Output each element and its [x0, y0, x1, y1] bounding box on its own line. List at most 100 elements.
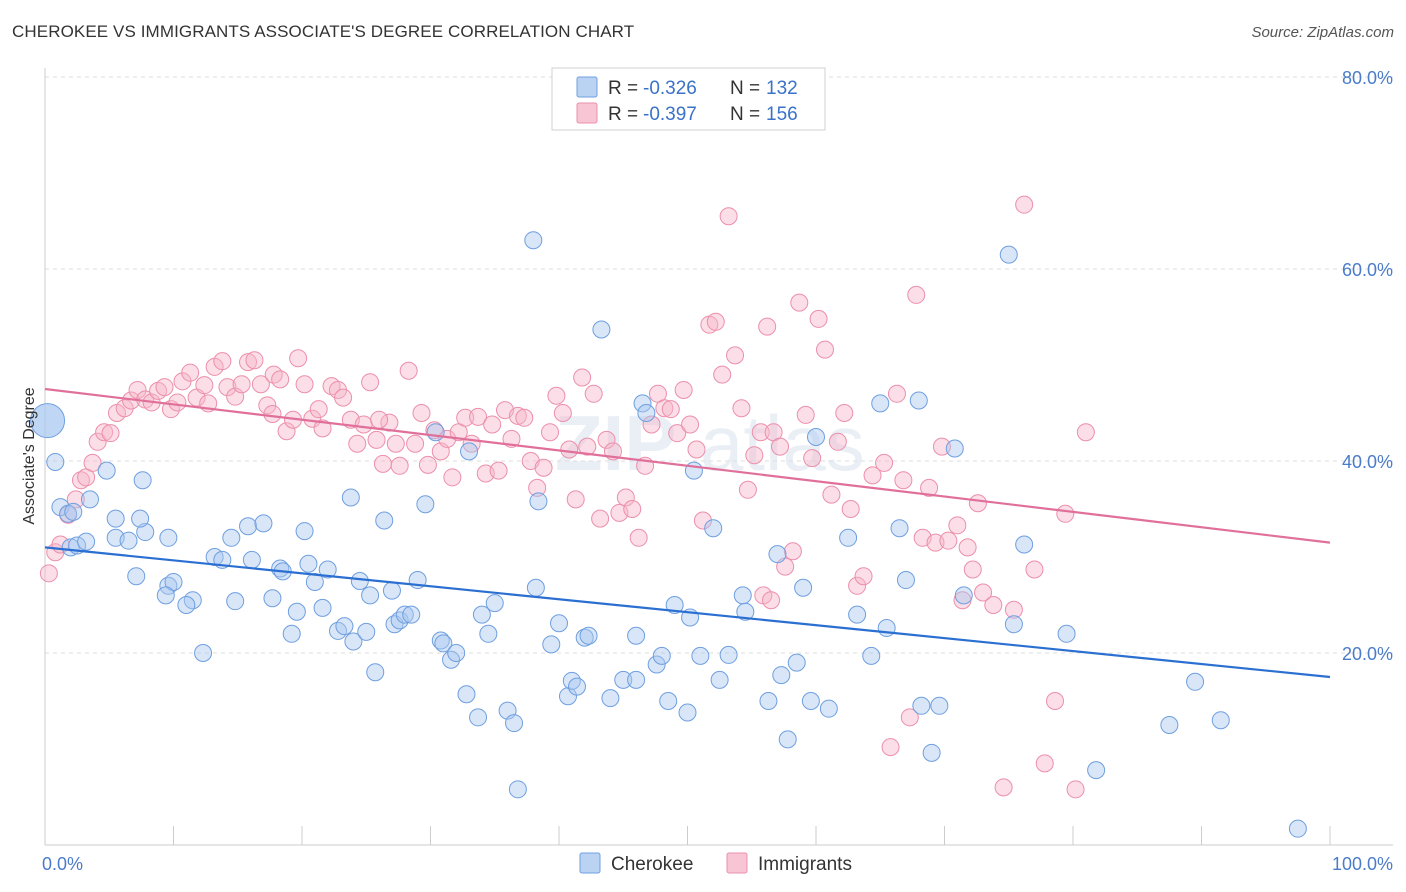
point-immigrants-101	[687, 440, 706, 459]
point-immigrants-20	[168, 393, 187, 412]
point-cherokee-78	[567, 677, 586, 696]
point-immigrants-55	[390, 456, 409, 475]
point-immigrants-102	[693, 511, 712, 530]
point-immigrants-139	[939, 531, 958, 550]
point-immigrants-78	[541, 423, 560, 442]
point-immigrants-151	[1035, 754, 1054, 773]
point-cherokee-72	[526, 578, 545, 597]
point-cherokee-48	[341, 488, 360, 507]
point-immigrants-133	[900, 708, 919, 727]
point-cherokee-54	[402, 605, 421, 624]
legend-r-label-cherokee: R =	[608, 78, 638, 99]
point-cherokee-112	[862, 646, 881, 665]
x-tick-label-0: 0.0%	[42, 854, 83, 874]
point-immigrants-80	[553, 404, 572, 422]
point-immigrants-136	[920, 478, 939, 497]
point-cherokee-19	[164, 572, 183, 591]
point-immigrants-77	[534, 458, 553, 477]
point-immigrants-5	[71, 471, 90, 490]
legend-n-value-cherokee: 132	[766, 78, 798, 99]
point-immigrants-123	[828, 432, 847, 451]
point-cherokee-119	[922, 743, 941, 762]
axes	[44, 68, 1393, 846]
point-cherokee-45	[357, 622, 376, 641]
point-immigrants-74	[515, 408, 534, 427]
point-immigrants-27	[213, 352, 232, 371]
point-cherokee-7	[77, 532, 96, 551]
point-cherokee-15	[131, 509, 150, 528]
point-immigrants-98	[668, 424, 687, 443]
point-cherokee-110	[839, 528, 858, 547]
point-immigrants-34	[258, 396, 277, 415]
series-cherokee	[30, 231, 1307, 838]
point-immigrants-49	[354, 415, 373, 434]
point-immigrants-32	[245, 351, 264, 370]
point-immigrants-63	[443, 468, 462, 487]
point-cherokee-50	[382, 581, 401, 600]
point-cherokee-11	[119, 531, 138, 550]
point-immigrants-43	[313, 419, 332, 438]
point-immigrants-81	[560, 440, 579, 459]
point-cherokee-120	[930, 696, 949, 715]
bottom-legend: Cherokee Immigrants	[579, 852, 852, 875]
point-cherokee-58	[431, 631, 450, 650]
point-cherokee-70	[508, 780, 527, 799]
point-cherokee-20	[156, 586, 175, 605]
point-immigrants-145	[974, 583, 993, 602]
point-cherokee-104	[778, 730, 797, 749]
legend-swatch-cherokee	[576, 76, 598, 98]
point-immigrants-155	[1076, 423, 1095, 442]
point-cherokee-61	[447, 644, 466, 662]
point-cherokee-115	[890, 519, 909, 538]
point-cherokee-14	[136, 523, 155, 542]
point-immigrants-147	[994, 778, 1013, 797]
point-immigrants-126	[848, 576, 867, 595]
point-immigrants-87	[597, 430, 616, 449]
watermark-atlas: atlas	[700, 399, 865, 487]
point-cherokee-37	[299, 554, 318, 573]
point-cherokee-22	[177, 596, 196, 614]
point-immigrants-146	[984, 596, 1003, 614]
point-immigrants-110	[745, 446, 764, 465]
point-immigrants-10	[101, 424, 120, 443]
point-cherokee-121	[945, 439, 964, 458]
point-immigrants-8	[88, 432, 107, 451]
trendline-cherokee	[44, 546, 1331, 679]
legend: R = -0.326 N = 132 R = -0.397 N = 156	[551, 67, 826, 131]
point-immigrants-91	[623, 500, 642, 518]
point-cherokee-49	[375, 511, 394, 530]
point-cherokee-90	[659, 692, 678, 710]
point-cherokee-9	[80, 490, 99, 509]
point-cherokee-44	[350, 572, 369, 590]
point-cherokee-59	[434, 634, 453, 653]
point-immigrants-58	[412, 404, 431, 422]
point-cherokee-97	[710, 670, 729, 689]
point-cherokee-80	[579, 626, 598, 645]
point-cherokee-106	[794, 578, 813, 597]
point-immigrants-0	[39, 564, 58, 583]
point-cherokee-56	[416, 495, 435, 514]
point-immigrants-56	[399, 361, 418, 380]
tick-labels: 20.0% 40.0% 60.0% 80.0% 0.0% 100.0%	[42, 68, 1393, 874]
point-immigrants-97	[661, 400, 680, 419]
point-immigrants-140	[948, 516, 967, 535]
point-cherokee-131	[954, 586, 973, 605]
point-immigrants-129	[875, 453, 894, 472]
point-immigrants-28	[218, 378, 237, 397]
point-cherokee-52	[390, 611, 409, 630]
point-cherokee-17	[159, 528, 178, 547]
point-immigrants-94	[642, 415, 661, 434]
point-cherokee-81	[592, 320, 611, 339]
point-immigrants-73	[508, 406, 527, 425]
point-immigrants-46	[334, 388, 353, 407]
trendlines	[44, 387, 1331, 679]
point-cherokee-129	[1211, 711, 1230, 730]
legend-r-value-immigrants: -0.397	[643, 104, 697, 125]
point-cherokee-38	[305, 572, 324, 591]
point-cherokee-26	[222, 528, 241, 547]
point-cherokee-65	[472, 605, 491, 624]
point-immigrants-79	[547, 386, 566, 405]
point-immigrants-50	[361, 373, 380, 392]
point-cherokee-74	[542, 635, 561, 654]
point-immigrants-70	[489, 461, 508, 480]
